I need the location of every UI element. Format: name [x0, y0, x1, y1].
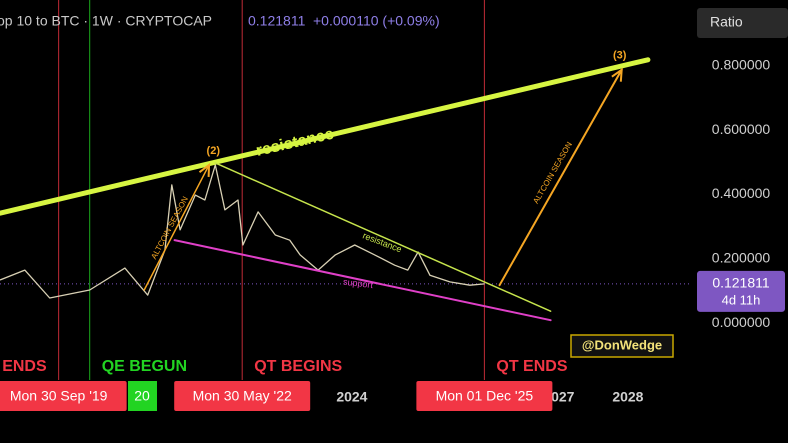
last-price-box [697, 270, 785, 312]
symbol: Top 10 to BTC · 1W · CRYPTOCAP [0, 13, 212, 29]
date-label: Mon 30 May '22 [193, 388, 292, 404]
trend-line [214, 162, 552, 312]
axis-title-box[interactable] [697, 8, 788, 38]
date-box [174, 381, 311, 411]
date-label: 20 [134, 388, 150, 404]
y-tick-label: 0.400000 [712, 185, 771, 201]
arrow-head [611, 67, 623, 82]
trend-line [143, 164, 210, 291]
price: 0.121811 [248, 13, 306, 29]
trend-label: support [343, 277, 375, 291]
wave-label: (2) [207, 145, 221, 157]
event-label: ENDS [2, 358, 47, 375]
y-tick-label: 0.200000 [712, 250, 771, 266]
plot-area [0, 0, 690, 380]
event-label: QT ENDS [496, 358, 567, 375]
last-price-label: 0.121811 [712, 275, 770, 291]
countdown: 4d 11h [722, 292, 761, 307]
date-box [416, 381, 553, 411]
arrow-head [198, 162, 211, 177]
axis-title[interactable]: Ratio [710, 14, 743, 30]
watermark-box [570, 334, 674, 358]
watermark: @DonWedge [582, 337, 662, 352]
date-label: Mon 01 Dec '25 [436, 388, 534, 404]
x-tick-label: 2028 [612, 389, 643, 405]
wave-label: (3) [613, 50, 627, 62]
x-tick-label: 2024 [336, 389, 367, 405]
date-box [0, 381, 127, 411]
y-tick-label: 0.000000 [712, 314, 771, 330]
event-label: QE BEGUN [102, 358, 187, 375]
trend-line [498, 68, 623, 287]
y-tick-label: 0.600000 [712, 121, 771, 137]
change: +0.000110 (+0.09%) [313, 13, 440, 29]
event-label: QT BEGINS [254, 358, 342, 375]
y-tick-label: 0.800000 [712, 57, 771, 73]
trend-line [0, 57, 651, 216]
date-label: Mon 30 Sep '19 [10, 388, 108, 404]
trend-line [173, 239, 552, 322]
date-box [128, 381, 157, 411]
